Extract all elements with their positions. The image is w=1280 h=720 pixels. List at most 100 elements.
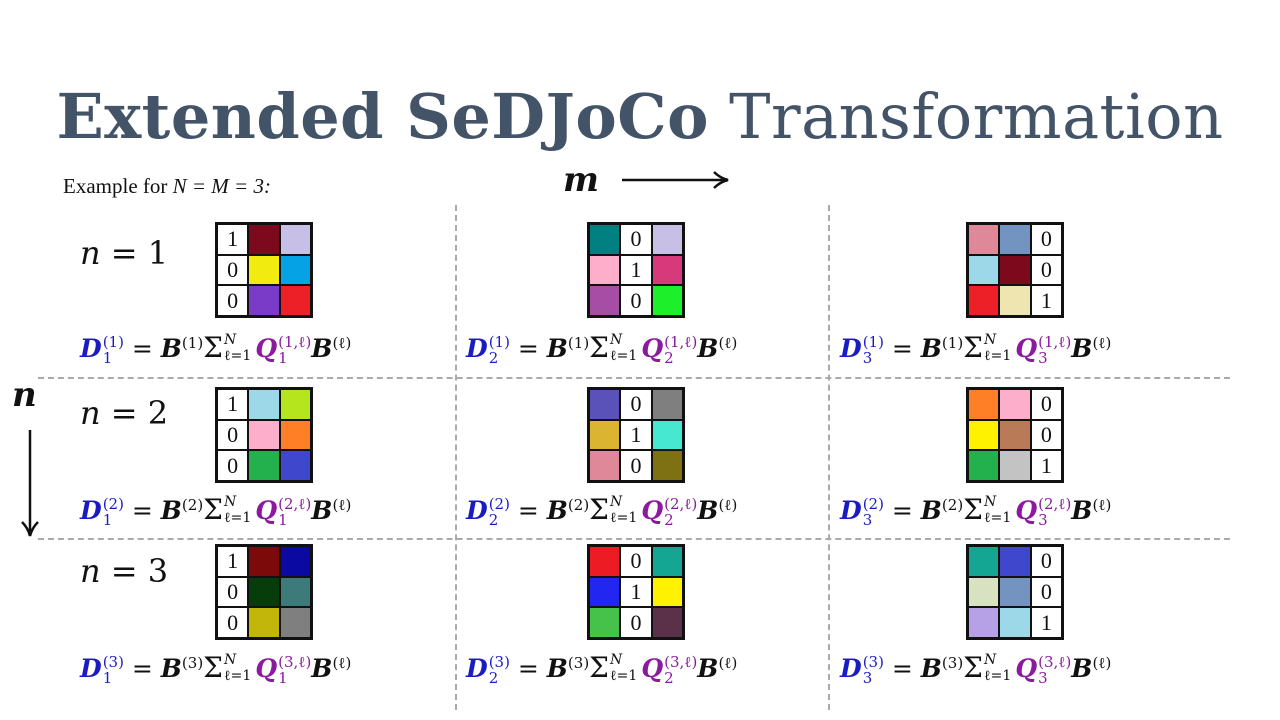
matrix-number-cell: 0 [620,389,652,420]
matrix-color-cell [999,450,1031,481]
row-label-3: n = 3 [80,552,168,590]
matrix-number-cell: 1 [620,576,652,608]
matrix-color-cell [968,224,1000,255]
row-label-var: n [80,234,101,272]
matrix-color-cell [279,389,311,420]
example-caption-text: Example for [63,174,168,198]
matrix-color-cell [999,546,1031,577]
row-label-2: n = 2 [80,394,168,432]
matrix-color-cell [589,285,621,316]
matrix-color-cell [651,285,683,316]
column-divider-1 [455,205,457,710]
row-label-eq: = 3 [100,552,169,590]
matrix-color-cell [968,419,1000,451]
matrix-color-cell [248,546,280,577]
matrix-number-cell: 0 [1030,224,1062,255]
matrix-color-cell [279,224,311,255]
matrix-color-cell [651,450,683,481]
n-axis-label: n [12,375,37,415]
matrix-number-cell: 1 [217,389,249,420]
matrix-color-cell [651,546,683,577]
matrix-color-cell [968,285,1000,316]
slide-title: Extended SeDJoCo Transformation [0,86,1280,148]
matrix-number-cell: 0 [217,607,249,638]
matrix-color-cell [651,224,683,255]
matrix-color-cell [968,389,1000,420]
m-axis-label: m [563,160,599,200]
column-divider-2 [828,205,830,710]
down-arrow-icon [21,430,39,537]
matrix-number-cell: 1 [620,419,652,451]
matrix-number-cell: 0 [217,285,249,316]
matrix-number-cell: 0 [1030,389,1062,420]
matrix-number-cell: 1 [1030,450,1062,481]
matrix-number-cell: 0 [620,224,652,255]
matrix-number-cell: 0 [217,419,249,451]
matrix-color-cell [589,419,621,451]
matrix-number-cell: 1 [217,546,249,577]
matrix-color-cell [248,419,280,451]
row-label-eq: = 2 [100,394,169,432]
matrix-number-cell: 0 [1030,419,1062,451]
matrix-number-cell: 1 [217,224,249,255]
matrix-color-cell [999,254,1031,286]
example-caption-math: N = M = 3: [172,174,271,198]
matrix-color-cell [279,546,311,577]
matrix-color-cell [589,450,621,481]
matrix-color-cell [589,389,621,420]
matrix-number-cell: 1 [620,254,652,286]
matrix-number-cell: 0 [620,285,652,316]
matrix-number-cell: 0 [620,546,652,577]
row-label-var: n [80,394,101,432]
matrix-number-cell: 0 [217,576,249,608]
matrix-color-cell [968,546,1000,577]
matrix-color-cell [589,224,621,255]
matrix-number-cell: 0 [1030,576,1062,608]
matrix-color-cell [968,254,1000,286]
matrix-color-cell [651,389,683,420]
row-label-1: n = 1 [80,234,168,272]
matrix-color-cell [999,607,1031,638]
matrix-number-cell: 0 [1030,254,1062,286]
example-caption: Example for N = M = 3: [63,174,271,199]
matrix-color-cell [248,254,280,286]
matrix-number-cell: 0 [217,254,249,286]
row-divider-1 [38,377,1230,379]
row-divider-2 [38,538,1230,540]
matrix-color-cell [651,576,683,608]
matrix-color-cell [968,607,1000,638]
matrix-color-cell [589,607,621,638]
matrix-color-cell [651,419,683,451]
matrix-color-cell [279,254,311,286]
matrix-number-cell: 0 [620,450,652,481]
matrix-color-cell [248,576,280,608]
matrix-number-cell: 0 [620,607,652,638]
matrix-color-cell [279,576,311,608]
matrix-color-cell [968,576,1000,608]
matrix-color-cell [999,419,1031,451]
matrix-color-cell [279,450,311,481]
matrix-number-cell: 0 [217,450,249,481]
matrix-number-cell: 1 [1030,285,1062,316]
matrix-color-cell [999,224,1031,255]
row-label-eq: = 1 [100,234,169,272]
matrix-color-cell [589,576,621,608]
matrix-color-cell [248,607,280,638]
